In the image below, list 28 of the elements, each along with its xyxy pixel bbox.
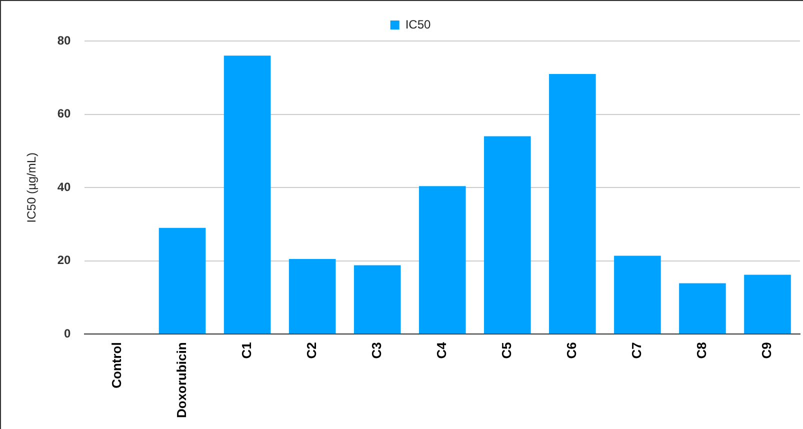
bar [679,283,726,334]
bar [549,74,596,334]
y-tick-label: 20 [57,253,72,268]
bar [744,274,791,334]
y-tick-label: 0 [64,326,72,340]
bar [614,256,661,334]
bar [354,265,401,334]
y-tick-label: 80 [57,33,72,48]
x-tick-label: C7 [629,342,644,359]
x-tick-label: C6 [564,342,579,359]
y-tick-label: 40 [57,180,72,194]
x-tick-label: C1 [238,342,254,359]
x-tick-label: C9 [759,342,774,359]
bar [224,56,271,334]
bar [418,186,466,334]
bar [288,259,336,334]
x-tick-label: C3 [368,342,384,359]
y-axis-title: IC50 (µg/mL) [24,152,39,223]
x-tick-label: C4 [434,341,449,359]
x-tick-label: Doxorubicin [174,342,189,418]
x-tick-label: C8 [694,342,710,359]
x-tick-label: C2 [304,342,319,359]
bar [158,228,206,334]
bar [484,136,531,334]
y-tick-label: 60 [57,106,72,121]
legend-label: IC50 [405,17,431,32]
x-tick-label: Control [108,342,124,388]
x-tick-label: C5 [498,342,514,359]
